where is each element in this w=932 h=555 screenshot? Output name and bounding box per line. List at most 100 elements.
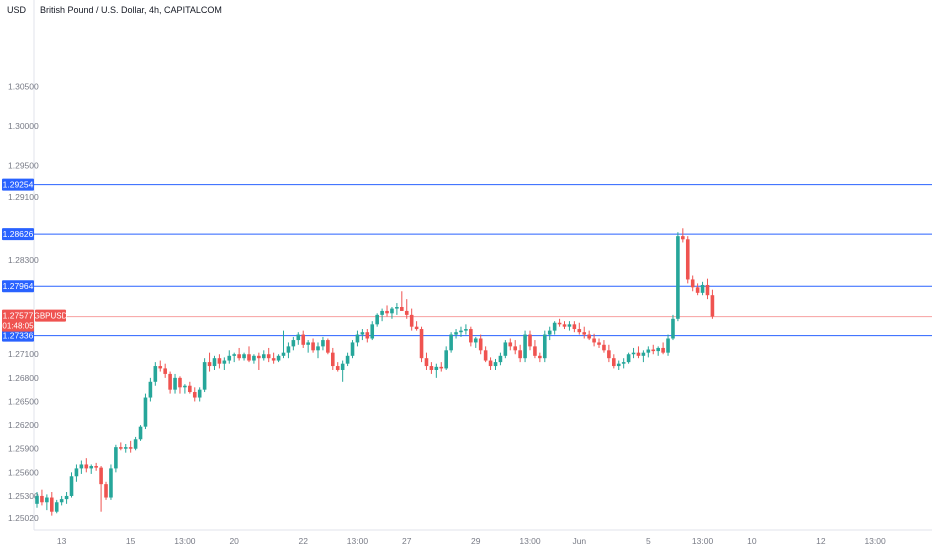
candle[interactable] (390, 307, 394, 319)
candle[interactable] (444, 346, 448, 370)
candle[interactable] (459, 326, 463, 337)
candle[interactable] (429, 362, 434, 374)
candle[interactable] (133, 436, 138, 451)
candle[interactable] (626, 352, 631, 364)
candle[interactable] (119, 442, 123, 451)
candle[interactable] (439, 362, 444, 372)
candle[interactable] (212, 355, 217, 370)
candle[interactable] (138, 425, 143, 441)
candle[interactable] (469, 326, 473, 347)
candle[interactable] (252, 354, 256, 364)
candle[interactable] (54, 499, 59, 514)
candle[interactable] (202, 358, 207, 393)
candle[interactable] (163, 363, 167, 378)
candle[interactable] (350, 340, 355, 359)
candle[interactable] (636, 346, 641, 359)
candle[interactable] (326, 338, 330, 355)
candle[interactable] (123, 443, 128, 453)
candle[interactable] (335, 362, 340, 372)
candle[interactable] (59, 495, 64, 506)
candle[interactable] (661, 342, 665, 355)
candle[interactable] (89, 464, 94, 474)
candle[interactable] (414, 321, 419, 331)
candle[interactable] (257, 352, 261, 370)
candle[interactable] (616, 360, 621, 370)
candle[interactable] (646, 346, 651, 358)
candle[interactable] (454, 329, 458, 339)
candle[interactable] (266, 347, 271, 363)
candle[interactable] (128, 440, 133, 453)
candle[interactable] (340, 360, 345, 382)
candle[interactable] (473, 336, 478, 348)
candle[interactable] (197, 387, 202, 402)
candle[interactable] (533, 340, 537, 359)
candle[interactable] (276, 354, 281, 363)
candle[interactable] (597, 338, 601, 348)
candle[interactable] (84, 458, 89, 473)
candle[interactable] (518, 344, 522, 363)
candle[interactable] (45, 494, 49, 511)
candle[interactable] (104, 481, 108, 500)
candle[interactable] (503, 340, 508, 359)
candle[interactable] (666, 334, 670, 356)
candle[interactable] (592, 333, 596, 347)
candle[interactable] (94, 462, 98, 471)
candle[interactable] (192, 387, 197, 402)
candle[interactable] (217, 354, 222, 369)
candle[interactable] (676, 232, 680, 322)
candle[interactable] (547, 326, 552, 341)
candle[interactable] (577, 322, 582, 335)
candle[interactable] (183, 384, 187, 394)
candle[interactable] (281, 330, 286, 359)
candle[interactable] (483, 346, 488, 363)
candle[interactable] (227, 350, 232, 364)
candle[interactable] (528, 330, 532, 351)
candle[interactable] (173, 373, 177, 394)
candle[interactable] (671, 314, 675, 341)
candle[interactable] (114, 444, 118, 473)
candle[interactable] (621, 358, 626, 369)
candle[interactable] (400, 291, 404, 311)
candle[interactable] (311, 338, 315, 353)
candle[interactable] (552, 321, 557, 335)
candle[interactable] (404, 299, 409, 319)
candle[interactable] (109, 464, 113, 500)
candle[interactable] (380, 308, 384, 322)
candle[interactable] (690, 275, 695, 292)
candle[interactable] (232, 352, 236, 363)
candle[interactable] (207, 352, 212, 372)
candle[interactable] (291, 336, 296, 351)
candle[interactable] (464, 324, 468, 335)
candle[interactable] (567, 321, 572, 331)
candle[interactable] (99, 466, 103, 512)
candle[interactable] (74, 464, 79, 482)
candle[interactable] (331, 347, 335, 370)
candle[interactable] (143, 393, 148, 430)
candle[interactable] (35, 492, 39, 508)
candle[interactable] (360, 329, 365, 341)
candle[interactable] (607, 344, 611, 363)
candle[interactable] (321, 336, 325, 351)
candle[interactable] (64, 492, 69, 504)
candle[interactable] (355, 330, 360, 347)
candle[interactable] (612, 354, 616, 369)
candle[interactable] (79, 460, 84, 474)
candle[interactable] (153, 362, 158, 386)
candle[interactable] (370, 321, 375, 341)
candle[interactable] (695, 283, 700, 296)
candle[interactable] (523, 330, 527, 363)
candle[interactable] (478, 334, 483, 355)
candle[interactable] (508, 338, 513, 351)
candle[interactable] (365, 329, 370, 343)
candle[interactable] (148, 377, 153, 402)
candle[interactable] (449, 332, 453, 353)
candle[interactable] (582, 326, 587, 339)
currency-label[interactable]: USD (7, 5, 27, 15)
candle[interactable] (434, 363, 439, 378)
candle[interactable] (271, 352, 276, 364)
candle[interactable] (557, 318, 562, 327)
candle[interactable] (498, 352, 503, 366)
candle[interactable] (705, 278, 710, 300)
